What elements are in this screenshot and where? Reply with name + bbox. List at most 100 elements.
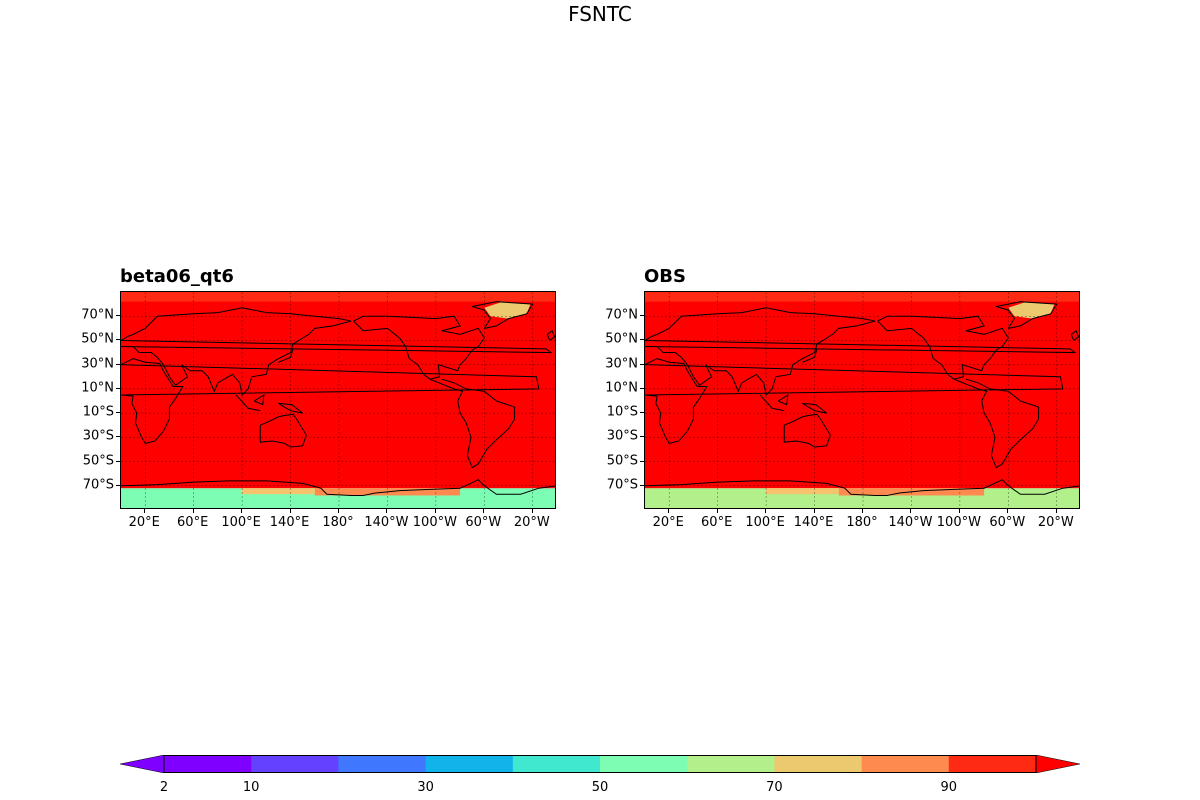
coastline — [645, 479, 1079, 496]
lon-tick-label: 100°W — [936, 515, 981, 530]
lat-tick — [640, 387, 644, 389]
lon-tick-label: 180° — [846, 515, 878, 530]
lon-tick — [716, 509, 718, 513]
coastline — [259, 413, 307, 448]
coastline — [877, 315, 1009, 380]
lon-tick-label: 20°W — [513, 515, 550, 530]
lat-tick-label: 50°S — [82, 453, 114, 469]
colorbar-segment — [687, 755, 775, 773]
coastline — [996, 301, 1058, 329]
colorbar-extend-high — [1035, 754, 1081, 774]
lon-tick-label: 100°E — [221, 515, 261, 530]
coastline — [645, 320, 1077, 396]
lat-tick — [116, 339, 120, 341]
lat-tick — [640, 315, 644, 317]
coastline — [121, 479, 555, 496]
map-model — [120, 291, 556, 509]
colorbar — [119, 754, 1081, 774]
lon-tick-label: 140°W — [364, 515, 409, 530]
map-canvas — [121, 292, 555, 508]
lat-tick-label: 10°N — [81, 380, 114, 396]
lon-tick-label: 60°W — [465, 515, 502, 530]
lon-tick-label: 20°E — [128, 515, 160, 530]
panel-obs: OBS 70°N 50°N 30°N 10°N 10°S 30°S 50°S 70°S 20°E… — [605, 265, 1080, 530]
coastline — [783, 413, 831, 448]
lat-tick — [116, 412, 120, 414]
coastline — [645, 358, 1064, 444]
fsntc-field — [645, 292, 1079, 489]
lon-tick — [765, 509, 767, 513]
lat-tick — [640, 363, 644, 365]
coastline — [353, 315, 485, 380]
antarctic-edge-yellow — [766, 488, 839, 495]
lon-tick-label: 60°E — [177, 515, 209, 530]
colorbar-segment — [425, 755, 514, 773]
lon-tick — [483, 509, 485, 513]
lat-tick — [116, 363, 120, 365]
colorbar-tick-label: 10 — [242, 780, 260, 795]
lat-tick — [116, 387, 120, 389]
colorbar-segment — [512, 755, 601, 773]
lon-tick-label: 20°E — [652, 515, 684, 530]
coastline — [429, 378, 516, 469]
coastline — [472, 301, 534, 329]
colorbar-tick-label: 90 — [940, 780, 958, 795]
lon-tick — [144, 509, 146, 513]
colorbar-tick-label: 50 — [591, 780, 609, 795]
arctic-band — [645, 292, 1079, 302]
lat-tick — [640, 436, 644, 438]
lat-tick-label: 30°N — [81, 356, 114, 372]
lat-tick — [116, 460, 120, 462]
greenland-patch — [484, 301, 531, 319]
lat-tick-label: 70°S — [82, 477, 114, 493]
lat-tick-label: 70°N — [81, 307, 114, 323]
colorbar-svg — [119, 754, 1081, 774]
panel-model: beta06_qt6 70°N 50°N 30°N 10°N 10°S 30°S 50°S 7… — [81, 265, 556, 530]
lon-tick-label: 140°E — [269, 515, 310, 530]
colorbar-tick-label: 2 — [159, 780, 169, 795]
lat-tick — [116, 436, 120, 438]
lon-tick — [289, 509, 291, 513]
colorbar-segment — [338, 755, 427, 773]
coastline — [235, 394, 261, 412]
lon-tick-label: 60°W — [989, 515, 1026, 530]
lon-tick — [192, 509, 194, 513]
lat-tick-label: 50°N — [81, 331, 114, 347]
colorbar-segment — [861, 755, 950, 773]
panel-title-obs: OBS — [644, 266, 686, 287]
coastline — [645, 307, 876, 341]
lon-tick-label: 140°W — [888, 515, 933, 530]
colorbar-segment — [251, 755, 339, 773]
colorbar-extend-low — [119, 754, 165, 774]
lat-tick-label: 50°S — [606, 453, 638, 469]
lon-tick — [1055, 509, 1057, 513]
lat-tick — [640, 412, 644, 414]
lon-tick — [958, 509, 960, 513]
antarctic-edge-yellow — [242, 488, 315, 495]
lon-tick — [862, 509, 863, 513]
lon-tick — [386, 509, 388, 513]
map-canvas — [645, 292, 1079, 508]
coastline — [802, 402, 827, 414]
lon-tick-label: 100°E — [745, 515, 785, 530]
lon-tick-label: 180° — [322, 515, 354, 530]
fsntc-field — [121, 292, 555, 489]
lon-tick-label: 100°W — [412, 515, 457, 530]
map-obs — [644, 291, 1080, 509]
colorbar-outline — [163, 755, 1037, 773]
lat-tick — [640, 339, 644, 341]
lat-tick-label: 30°N — [605, 356, 638, 372]
coastline — [121, 320, 553, 396]
coastline — [278, 348, 294, 363]
lat-tick-label: 50°N — [605, 331, 638, 347]
lon-tick-label: 20°W — [1037, 515, 1074, 530]
lon-tick — [668, 509, 670, 513]
lon-tick — [813, 509, 815, 513]
lat-tick-label: 10°N — [605, 380, 638, 396]
lat-tick-label: 10°S — [82, 404, 114, 420]
lon-tick-label: 140°E — [793, 515, 834, 530]
arctic-band — [121, 292, 555, 302]
greenland-patch — [1008, 301, 1055, 319]
coastline — [121, 358, 540, 444]
lat-tick — [116, 484, 120, 486]
